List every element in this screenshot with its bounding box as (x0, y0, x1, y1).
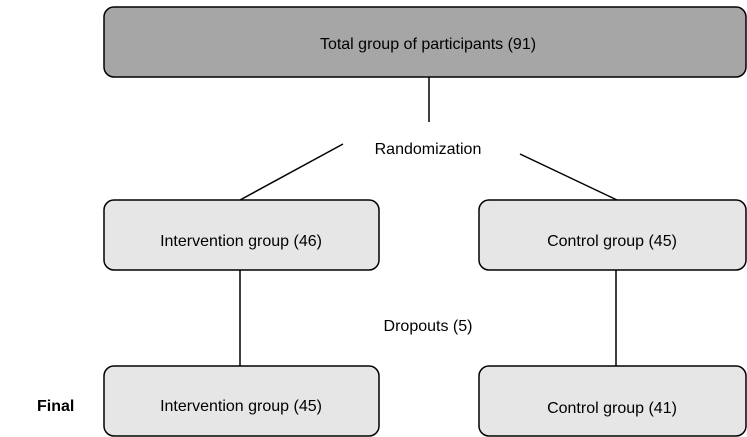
connector (519, 153, 618, 201)
node-label: Control group (45) (547, 233, 677, 250)
connector (239, 143, 344, 201)
node-label: Total group of participants (91) (320, 36, 536, 53)
node-label: Intervention group (45) (160, 398, 322, 415)
node-box (103, 365, 380, 437)
node-label: Intervention group (46) (160, 233, 322, 250)
row-label: Final (37, 398, 74, 415)
node-box (478, 365, 747, 437)
node-label: Dropouts (5) (384, 318, 473, 335)
node-label: Randomization (375, 141, 482, 158)
node-label: Control group (41) (547, 400, 677, 417)
node-box (103, 6, 747, 78)
node-box (103, 199, 380, 271)
node-box (478, 199, 747, 271)
